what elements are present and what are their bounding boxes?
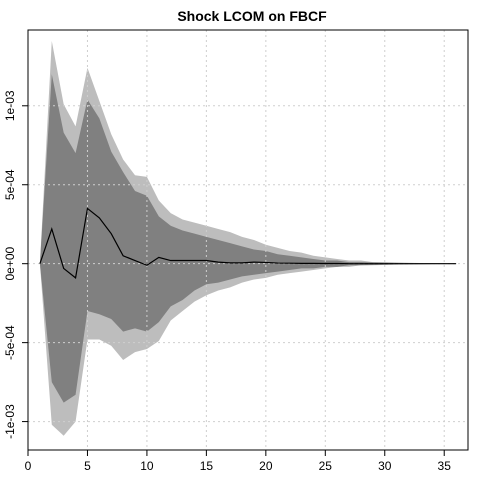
x-tick-label: 15: [200, 459, 214, 473]
plot-frame: [27, 29, 469, 451]
plot-area: [27, 29, 469, 451]
y-tick-label: 1e-03: [3, 90, 17, 121]
x-tick-label: 35: [438, 459, 452, 473]
x-tick-label: 25: [319, 459, 333, 473]
x-tick-label: 20: [259, 459, 273, 473]
y-tick-label: 0e+00: [3, 247, 17, 281]
chart-title: Shock LCOM on FBCF: [177, 8, 327, 24]
y-tick-label: -1e-03: [3, 404, 17, 439]
y-tick-label: -5e-04: [3, 325, 17, 360]
inner-confidence-band: [39, 74, 457, 403]
outer-confidence-band: [39, 41, 457, 436]
y-tick-label: 5e-04: [3, 169, 17, 200]
x-tick-label: 10: [140, 459, 154, 473]
x-tick-label: 5: [84, 459, 91, 473]
y-axis: -1e-03 -5e-04 0e+00 5e-04 1e-03: [3, 90, 28, 439]
x-tick-label: 0: [25, 459, 32, 473]
irf-line: [39, 207, 457, 279]
x-tick-label: 30: [378, 459, 392, 473]
x-axis: 0 5 10 15 20 25 30 35: [25, 450, 452, 473]
